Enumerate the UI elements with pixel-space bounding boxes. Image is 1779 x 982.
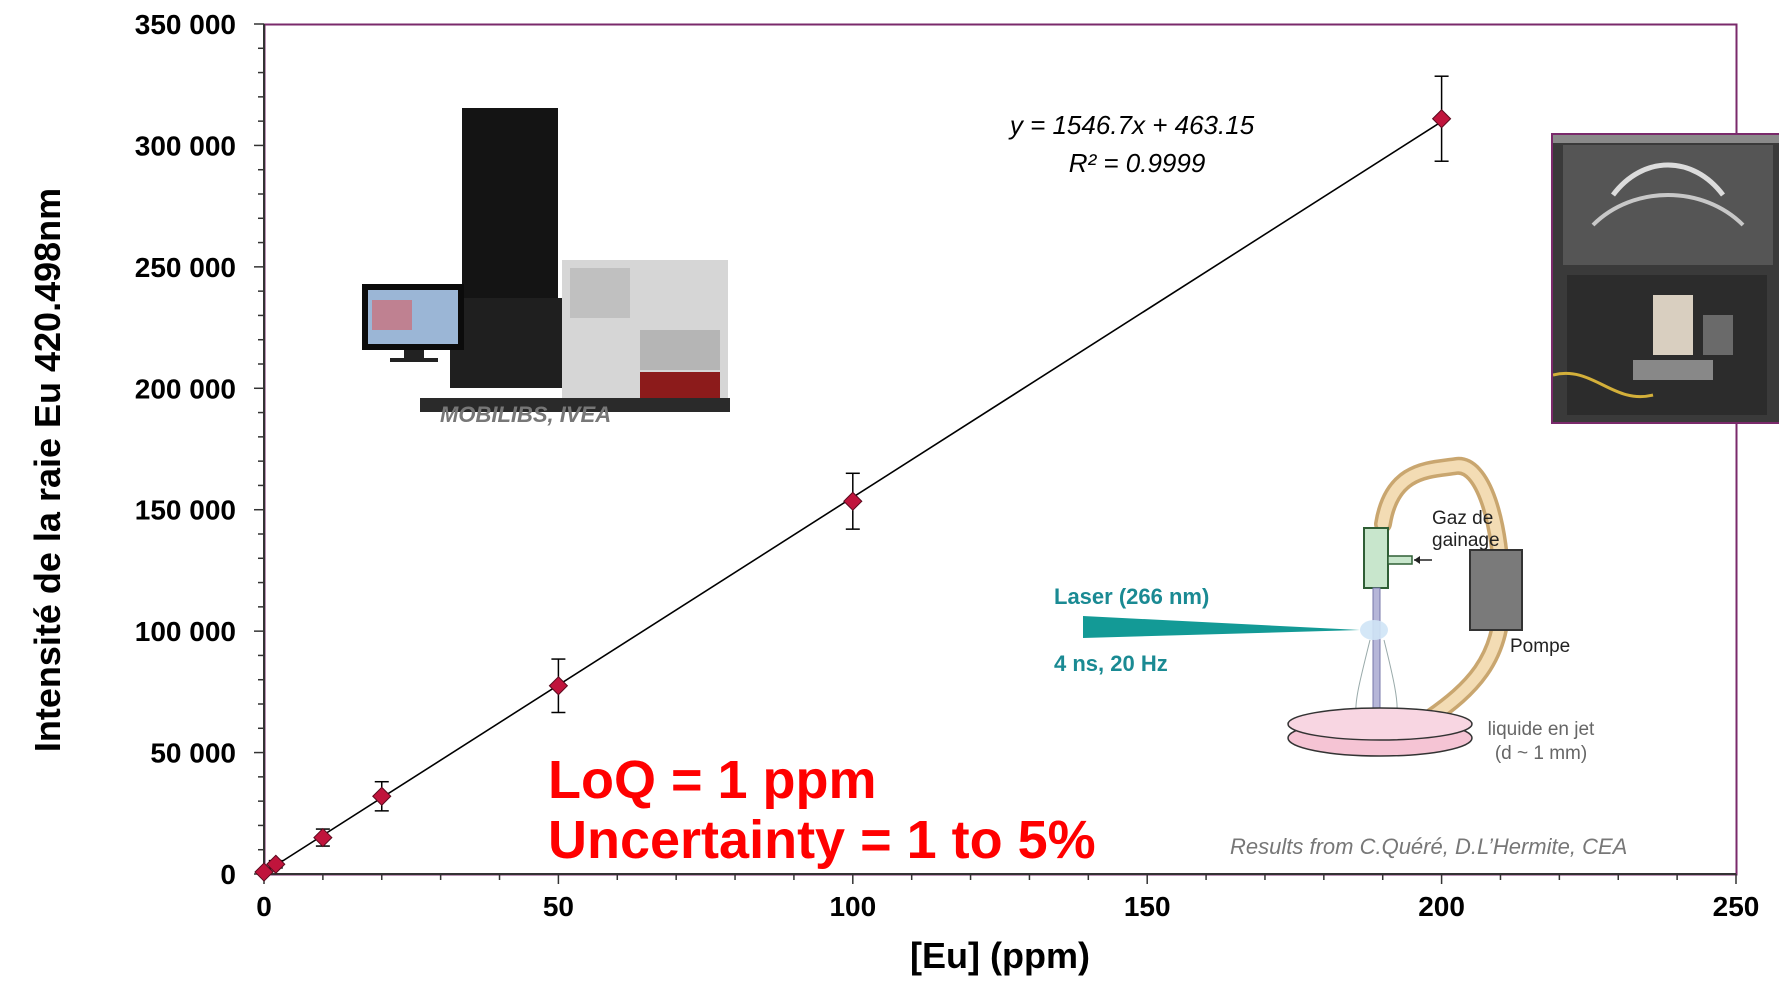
x-tick-label: 150 [1124,891,1171,922]
data-point [843,491,863,511]
minor-ticks [258,47,1678,880]
liquid-label-line-1: liquide en jet [1487,719,1595,740]
x-tick-label: 200 [1418,891,1465,922]
pump-label: Pompe [1510,636,1571,657]
data-point [548,676,569,696]
y-tick-label: 250 000 [135,252,236,283]
y-axis-title: Intensité de la raie Eu 420.498nm [27,188,68,752]
y-tick-label: 50 000 [150,738,236,769]
y-tick-label: 0 [220,859,236,890]
gas-label-line-1: Gaz de [1432,508,1494,529]
loq-text: LoQ = 1 ppm [548,750,877,810]
y-tick-label: 150 000 [135,495,236,526]
schematic-diagram [1083,456,1523,757]
loq-annotation: LoQ = 1 ppm Uncertainty = 1 to 5% [548,750,1096,870]
laser-params: 4 ns, 20 Hz [1054,651,1168,676]
instrument-caption: MOBILIBS, IVEA [440,402,612,427]
data-point [266,854,286,874]
data-point [313,827,333,848]
y-tick-label: 300 000 [135,130,236,161]
x-tick-label: 0 [256,891,272,922]
setup-photo [1551,133,1779,424]
x-tick-label: 250 [1713,891,1760,922]
x-tick-label: 50 [543,891,574,922]
fit-equation: y = 1546.7x + 463.15 [1008,110,1255,140]
setup-photo-image [1553,135,1779,422]
x-tick-label: 100 [829,891,876,922]
data-points [254,109,1452,882]
gas-label-line-2: gainage [1432,530,1500,551]
credit-caption: Results from C.Quéré, D.L’Hermite, CEA [1230,834,1628,859]
r-squared: R² = 0.9999 [1069,148,1206,178]
data-point [254,862,274,882]
x-axis-title: [Eu] (ppm) [910,935,1090,976]
data-point [1431,109,1452,129]
uncertainty-text: Uncertainty = 1 to 5% [548,810,1096,870]
instrument-photo [362,108,730,412]
laser-label: Laser (266 nm) [1054,584,1210,609]
data-point [372,786,392,806]
gas-label: Gaz de gainage [1432,508,1500,552]
y-tick-label: 350 000 [135,9,236,40]
liquid-label: liquide en jet (d ~ 1 mm) [1466,718,1616,766]
y-tick-label: 100 000 [135,616,236,647]
y-tick-label: 200 000 [135,373,236,404]
liquid-label-line-2: (d ~ 1 mm) [1494,743,1588,764]
